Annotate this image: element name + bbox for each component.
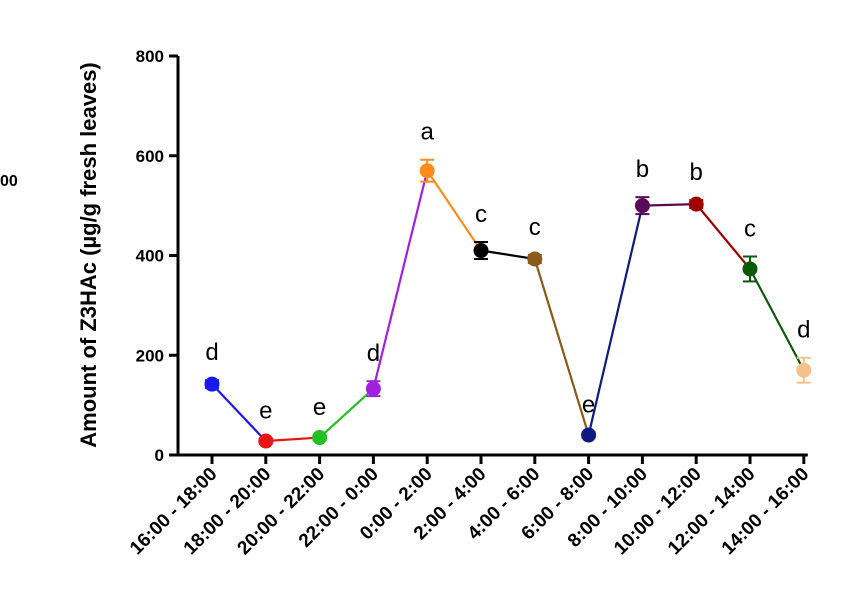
y-tick-label: 400 — [136, 247, 164, 266]
line-segment — [480, 249, 535, 261]
significance-label: e — [259, 398, 272, 425]
data-point — [742, 261, 758, 277]
line-segment — [426, 170, 482, 252]
data-point — [634, 198, 650, 214]
significance-label: d — [367, 340, 380, 367]
y-axis-label: Amount of Z3HAc (µg/g fresh leaves) — [76, 62, 101, 448]
line-segment — [749, 268, 805, 371]
significance-label: b — [690, 159, 703, 186]
line-segment — [318, 387, 375, 439]
significance-label: c — [475, 201, 487, 228]
significance-label: e — [313, 394, 326, 421]
line-segment — [533, 258, 590, 436]
data-points — [204, 163, 812, 449]
data-point — [581, 427, 597, 443]
significance-label: d — [205, 339, 218, 366]
line-segment — [372, 170, 429, 389]
data-point — [796, 362, 812, 378]
significance-label: e — [582, 392, 595, 419]
line-segment — [265, 436, 320, 443]
y-tick-label: 600 — [136, 147, 164, 166]
y-ticks: 0 200 400 600 800 — [136, 47, 178, 465]
series-segments — [211, 170, 805, 443]
y-tick-label: 200 — [136, 346, 164, 365]
data-point — [473, 243, 489, 259]
significance-label: b — [636, 156, 649, 183]
data-point — [419, 163, 435, 179]
y-tick-label: 0 — [155, 446, 164, 465]
data-point — [688, 196, 704, 212]
significance-label: d — [797, 317, 810, 344]
data-point — [258, 433, 274, 449]
significance-labels: d e e d a c c e b b c d — [205, 119, 810, 425]
stray-text: 00 — [0, 173, 18, 190]
axes — [176, 56, 808, 457]
data-point — [312, 430, 328, 446]
significance-label: a — [421, 119, 435, 146]
data-point — [204, 376, 220, 392]
significance-label: c — [529, 214, 541, 241]
line-segment — [642, 203, 697, 207]
significance-label: c — [744, 215, 756, 242]
line-segment — [587, 205, 644, 436]
line-segment — [211, 383, 267, 442]
data-point — [527, 251, 543, 267]
y-tick-label: 800 — [136, 47, 164, 66]
data-point — [365, 381, 381, 397]
line-segment — [695, 203, 751, 270]
error-bars — [205, 158, 811, 445]
